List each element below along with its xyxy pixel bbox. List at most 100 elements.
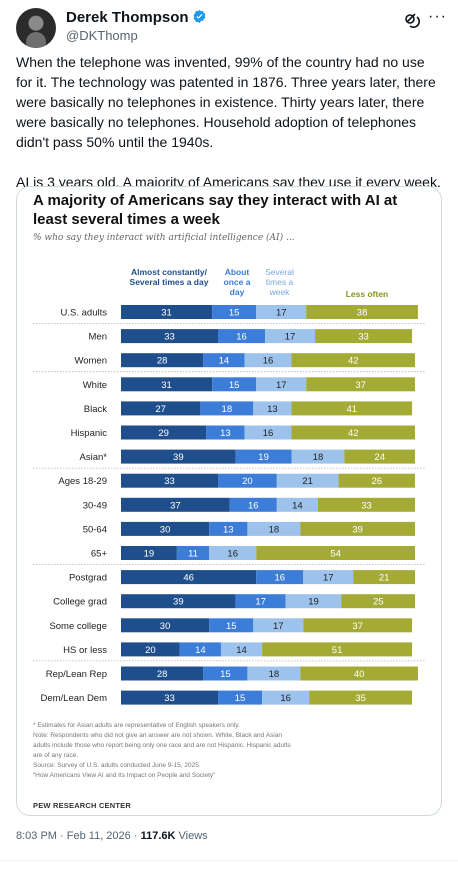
bar-segment: [121, 329, 219, 344]
data-label: 39: [173, 597, 184, 608]
bar-segment: [209, 521, 248, 536]
bar-segment: [200, 401, 254, 416]
legend-series-1: Almost constantly/ Several times a day: [129, 267, 209, 287]
post-time[interactable]: 8:03 PM: [16, 830, 57, 842]
data-label: 16: [274, 573, 285, 584]
author-name-text[interactable]: Derek Thompson: [66, 9, 189, 26]
data-label: 14: [219, 356, 230, 367]
bar-segment: [121, 377, 213, 392]
footnote-line: “How Americans View AI and Its Impact on…: [33, 772, 216, 779]
data-label: 39: [173, 452, 184, 463]
data-label: 29: [158, 428, 169, 439]
data-label: 41: [347, 404, 358, 415]
category-label: HS or less: [63, 645, 107, 656]
more-icon[interactable]: ···: [428, 8, 447, 25]
data-label: 16: [263, 356, 274, 367]
data-label: 21: [379, 573, 390, 584]
footnote-line: adults include those who report being on…: [33, 742, 291, 749]
data-label: 38: [357, 308, 368, 319]
bar-segment: [121, 353, 204, 368]
bar-segment: [338, 473, 415, 488]
author-name[interactable]: Derek Thompson: [66, 9, 207, 26]
bar-segment: [276, 497, 318, 512]
bar-segment: [220, 642, 263, 657]
bar-segment: [256, 305, 307, 319]
avatar[interactable]: [16, 8, 56, 48]
bar-segment: [212, 305, 257, 319]
data-label: 33: [164, 332, 175, 343]
data-label: 17: [255, 597, 266, 608]
data-label: 21: [302, 476, 313, 487]
data-label: 26: [371, 476, 382, 487]
views-count: 117.6K: [140, 830, 176, 842]
bar-segment: [262, 690, 310, 705]
data-label: 33: [361, 500, 372, 511]
data-label: 13: [220, 428, 231, 439]
bar-segment: [121, 401, 201, 416]
bar-segment: [121, 666, 204, 681]
grok-icon[interactable]: [404, 12, 420, 33]
stacked-bar-chart: U.S. adults 31 15 17 38 Men 33 16 17 33 Women 28 14 1…: [33, 305, 425, 705]
bar-segment: [212, 377, 257, 392]
category-label: Some college: [49, 621, 107, 632]
data-label: 17: [285, 332, 296, 343]
data-label: 40: [354, 669, 365, 680]
data-label: 37: [355, 380, 366, 391]
post-date[interactable]: Feb 11, 2026: [66, 830, 131, 842]
data-label: 42: [348, 356, 359, 367]
data-label: 15: [229, 308, 240, 319]
meta-separator: ·: [60, 830, 64, 842]
bar-segment: [121, 690, 219, 705]
bar-segment: [209, 546, 257, 560]
data-label: 42: [348, 428, 359, 439]
data-label: 15: [229, 380, 240, 391]
bar-segment: [256, 377, 307, 392]
data-label: 31: [161, 380, 172, 391]
data-label: 16: [280, 693, 291, 704]
data-label: 33: [358, 332, 369, 343]
data-label: 16: [263, 428, 274, 439]
footnote-line: Source: Survey of U.S. adults conducted …: [33, 762, 201, 769]
legend-series-3: Several times a week: [265, 267, 294, 297]
bar-segment: [121, 521, 210, 536]
data-label: 16: [236, 332, 247, 343]
bar-segment: [300, 521, 415, 536]
media-card[interactable]: A majority of Americans say they interac…: [16, 186, 442, 816]
data-label: 39: [352, 524, 363, 535]
data-label: 20: [145, 645, 156, 656]
author-handle[interactable]: @DKThomp: [66, 28, 138, 43]
data-label: 28: [157, 669, 168, 680]
bar-segment: [121, 305, 213, 319]
bar-segment: [121, 497, 230, 512]
legend-series-2: About once a day: [223, 267, 251, 297]
footnote-line: are of any race.: [33, 752, 79, 759]
category-label: Women: [74, 356, 107, 367]
action-bar: [0, 860, 458, 874]
bar-segment: [303, 618, 413, 633]
bar-segment: [262, 642, 413, 657]
bar-segment: [285, 594, 342, 609]
bar-segment: [256, 546, 415, 560]
bar-segment: [341, 594, 415, 609]
category-label: Hispanic: [71, 428, 108, 439]
bar-segment: [203, 353, 245, 368]
data-label: 37: [352, 621, 363, 632]
category-label: College grad: [53, 597, 107, 608]
data-label: 17: [273, 621, 284, 632]
data-label: 51: [332, 645, 343, 656]
bar-segment: [235, 594, 286, 609]
tweet-header: Derek Thompson @DKThomp ···: [0, 0, 458, 48]
category-label: White: [83, 380, 107, 391]
bar-segment: [121, 449, 236, 464]
category-label: Black: [84, 404, 107, 415]
footnote-line: * Estimates for Asian adults are represe…: [33, 722, 240, 729]
bar-segment: [291, 353, 415, 368]
chart-subtitle: % who say they interact with artificial …: [33, 233, 295, 243]
views-label: Views: [178, 830, 208, 842]
data-label: 27: [155, 404, 166, 415]
bar-segment: [206, 425, 245, 440]
bar-segment: [315, 329, 413, 344]
data-label: 18: [222, 404, 233, 415]
data-label: 30: [160, 524, 171, 535]
bar-segment: [303, 570, 354, 585]
